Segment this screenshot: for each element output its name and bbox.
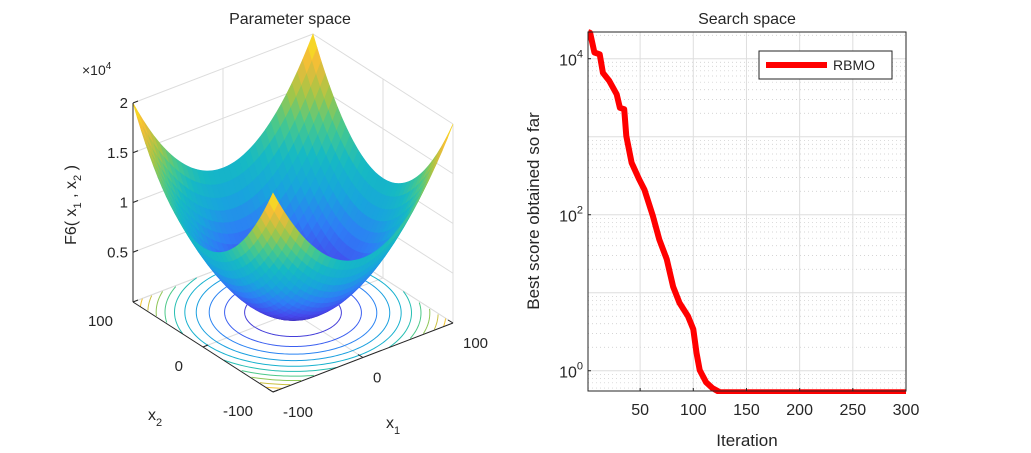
left-title: Parameter space <box>229 11 351 28</box>
x-tick-label: 200 <box>786 402 813 419</box>
x2-axis-label: x2 <box>148 407 162 429</box>
z-exponent-label: ×104 <box>82 61 112 78</box>
x1-tick-label: -100 <box>283 404 313 421</box>
x-axis-label: Iteration <box>716 431 777 450</box>
x1-axis-label: x1 <box>386 415 400 437</box>
contour-line <box>443 318 447 327</box>
z-tick-label: 0.5 <box>107 244 128 261</box>
surface-plot: Parameter space ×104 0.5 1 1.5 2 -100 0 100 -1… <box>63 11 488 437</box>
z-axis-label: F6( x1 , x2 ) <box>63 165 84 245</box>
z-tick-label: 1.5 <box>107 145 128 162</box>
x-tick-label: 250 <box>839 402 866 419</box>
contour-line <box>139 298 143 307</box>
x-tick-label: 300 <box>893 402 920 419</box>
x2-tick-label: 100 <box>88 313 113 330</box>
contour-line <box>266 386 283 389</box>
y-axis-label: Best score obtained so far <box>524 112 543 310</box>
contour-line <box>422 308 431 334</box>
contour-line <box>251 376 302 382</box>
contour-line <box>164 286 177 323</box>
z-tick-mark <box>132 200 139 203</box>
y-tick-label: 102 <box>559 205 583 226</box>
contour-line <box>409 302 422 339</box>
x1-tick-label: 0 <box>373 370 381 387</box>
x-tick-label: 50 <box>631 402 649 419</box>
z-tick-label: 1 <box>120 195 128 212</box>
x2-tick-mark <box>272 389 279 393</box>
y-tick-label: 100 <box>559 361 583 382</box>
surface-patch <box>268 192 279 212</box>
x1-tick-label: 100 <box>463 335 488 352</box>
contour-line <box>223 359 337 372</box>
axes-lines <box>132 100 454 393</box>
surface-mesh <box>132 33 454 321</box>
x2-tick-label: 0 <box>175 358 183 375</box>
z-tick-mark <box>132 249 139 253</box>
series-line-rbmo <box>588 29 906 394</box>
legend[interactable]: RBMO <box>758 50 893 80</box>
plot-area <box>588 32 906 391</box>
right-title: Search space <box>698 11 796 28</box>
plot-box <box>587 31 907 392</box>
z-tick-mark <box>132 100 139 104</box>
surface-patch <box>132 102 143 127</box>
contour-line <box>155 291 164 317</box>
x2-tick-mark <box>132 299 139 303</box>
contour-line <box>259 382 291 386</box>
x-tick-label: 100 <box>680 402 707 419</box>
x-tick-label: 150 <box>733 402 760 419</box>
contour-line <box>433 314 439 330</box>
legend-label-rbmo: RBMO <box>833 57 875 73</box>
x1-tick-mark <box>447 319 454 324</box>
x2-tick-mark <box>202 344 209 348</box>
contour-line <box>147 295 153 311</box>
contour-line <box>174 277 197 334</box>
x1-tick-mark <box>357 354 364 358</box>
y-tick-label: 104 <box>559 49 583 70</box>
contour-line <box>241 370 314 377</box>
x1-tick-mark <box>267 388 274 393</box>
z-tick-label: 2 <box>120 95 128 112</box>
z-tick-mark <box>132 150 139 154</box>
x2-tick-label: -100 <box>223 403 253 420</box>
contour-line <box>389 291 412 348</box>
